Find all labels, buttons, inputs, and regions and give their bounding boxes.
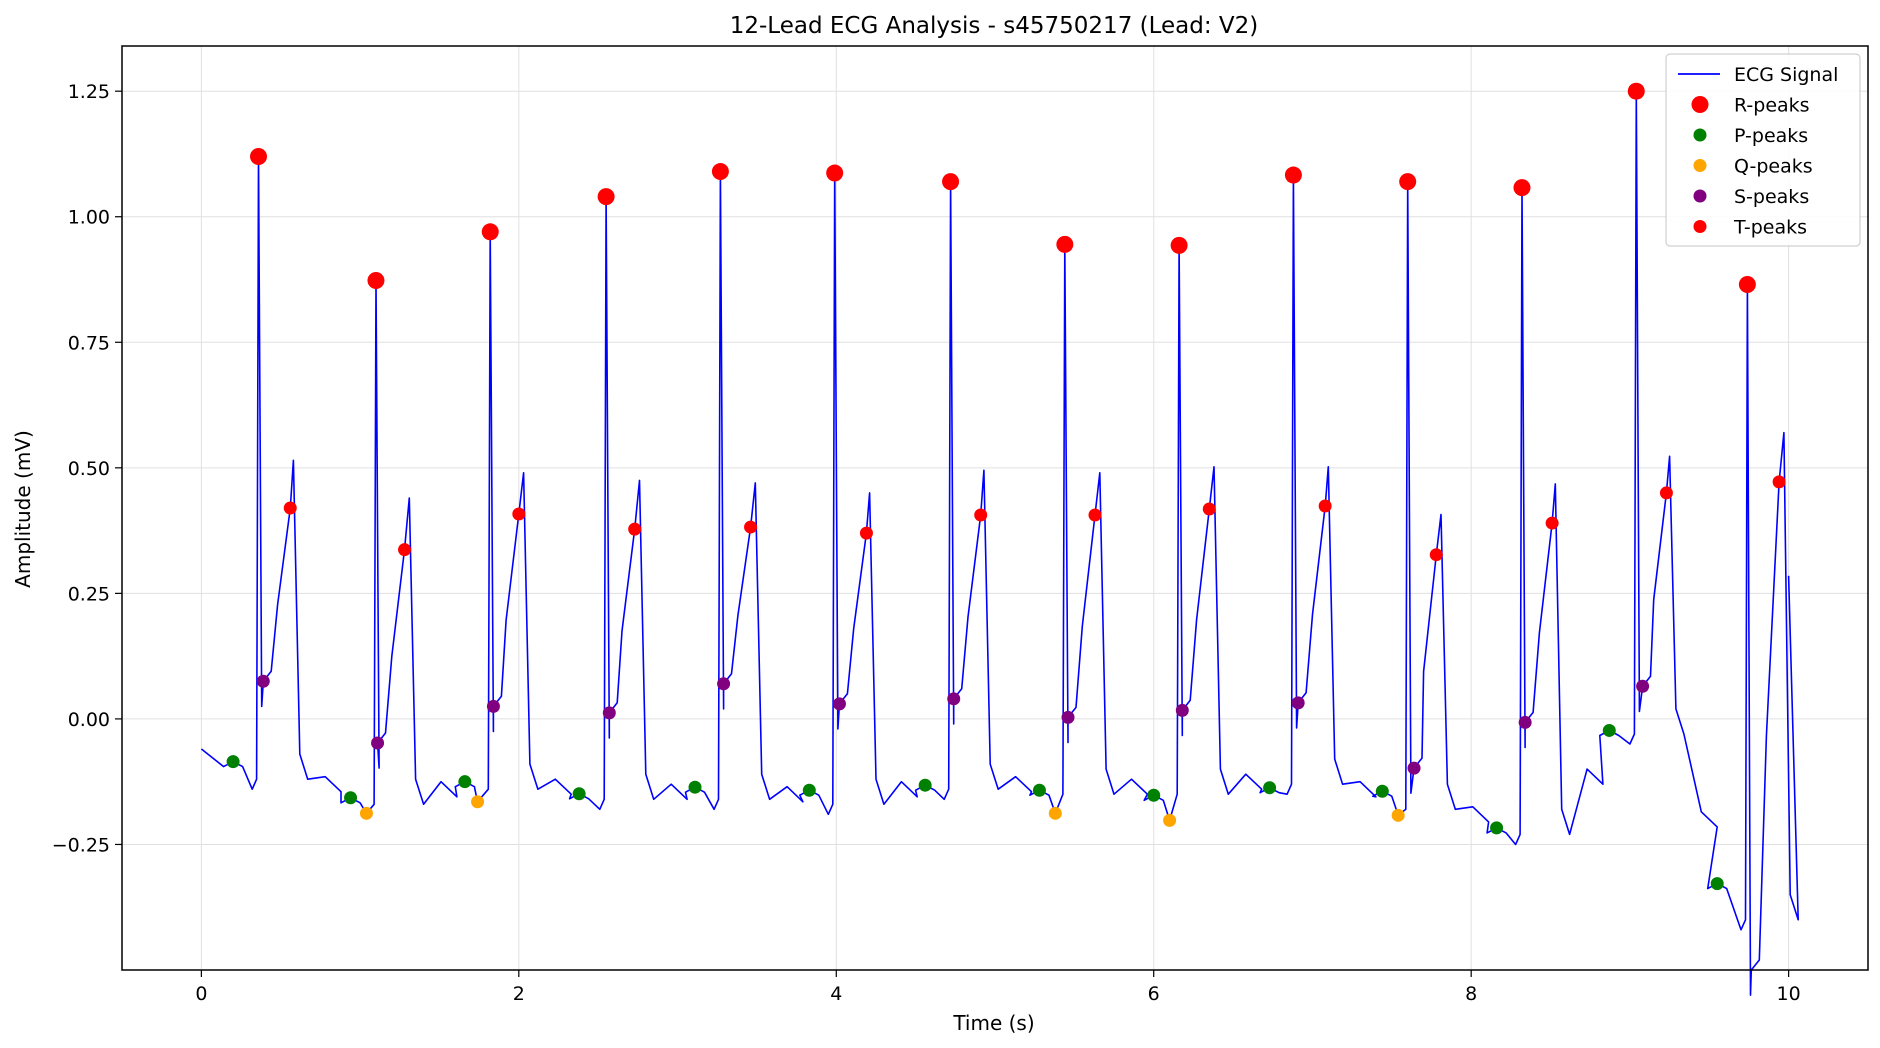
- y-tick-label: −0.25: [52, 834, 110, 856]
- t-peak-marker: [744, 520, 758, 534]
- legend-t-peaks-swatch: [1693, 220, 1707, 233]
- p-peak-marker: [918, 778, 932, 792]
- t-peak-marker: [283, 501, 297, 515]
- legend-p-peaks-swatch: [1693, 128, 1707, 142]
- s-peak-marker: [1175, 703, 1189, 717]
- legend-q-peaks-label: Q-peaks: [1734, 156, 1813, 178]
- y-tick-label: 0.00: [68, 709, 110, 731]
- y-tick-label: 1.25: [68, 81, 110, 103]
- x-tick-label: 0: [195, 983, 207, 1005]
- r-peak-marker: [481, 223, 499, 241]
- x-axis-label: Time (s): [952, 1011, 1034, 1035]
- r-peak-marker: [1513, 179, 1531, 197]
- x-tick-label: 10: [1777, 983, 1801, 1005]
- p-peak-marker: [1375, 784, 1389, 798]
- y-tick-label: 0.25: [68, 583, 110, 605]
- r-peak-marker: [1399, 173, 1417, 191]
- s-peak-marker: [486, 699, 500, 713]
- r-peak-marker: [826, 164, 844, 182]
- ecg-signal-line: [200, 90, 1799, 996]
- s-peak-marker: [1636, 679, 1650, 693]
- legend: ECG Signal R-peaks P-peaks Q-peaks S-peaks T-…: [1665, 53, 1861, 247]
- t-peak-marker: [859, 526, 873, 540]
- r-peak-marker: [1284, 166, 1302, 184]
- legend-p-peaks-label: P-peaks: [1734, 125, 1808, 147]
- s-peak-marker: [832, 697, 846, 711]
- x-tick-label: 8: [1465, 983, 1477, 1005]
- q-peak-marker: [1163, 813, 1177, 827]
- p-peak-marker: [1602, 723, 1616, 737]
- y-axis-ticks: −0.25 0.00 0.25 0.50 0.75 1.00 1.25: [52, 81, 122, 856]
- s-peak-marker: [1061, 710, 1075, 724]
- s-peak-marker: [717, 677, 731, 691]
- p-peak-marker: [1490, 821, 1504, 835]
- x-tick-label: 6: [1148, 983, 1160, 1005]
- legend-t-peaks-label: T-peaks: [1733, 217, 1807, 239]
- p-peak-marker: [226, 755, 240, 769]
- t-peak-marker: [1659, 486, 1673, 500]
- r-peak-marker: [711, 163, 729, 181]
- t-peak-marker: [1772, 475, 1786, 489]
- p-peak-marker: [1032, 783, 1046, 797]
- y-tick-label: 0.75: [68, 332, 110, 354]
- t-peak-marker: [1545, 516, 1559, 530]
- r-peak-marker: [1056, 235, 1074, 253]
- p-peak-marker: [688, 780, 702, 794]
- p-peak-marker: [1147, 788, 1161, 802]
- s-peak-marker: [602, 706, 616, 720]
- p-peak-marker: [344, 791, 358, 805]
- r-peak-marker: [367, 272, 385, 290]
- p-peak-marker: [1263, 781, 1277, 795]
- r-peak-marker: [1627, 82, 1645, 100]
- legend-s-peaks-label: S-peaks: [1734, 186, 1809, 208]
- p-peak-marker: [572, 787, 586, 801]
- r-peak-marker: [942, 173, 960, 191]
- t-peak-marker: [398, 543, 412, 557]
- peak-markers: [226, 82, 1786, 891]
- t-peak-marker: [1429, 548, 1443, 562]
- r-peak-marker: [1738, 276, 1756, 294]
- signal-layer: [200, 90, 1799, 996]
- s-peak-marker: [947, 692, 961, 706]
- y-tick-label: 0.50: [68, 458, 110, 480]
- plot-frame: [121, 45, 1869, 971]
- legend-r-peaks-label: R-peaks: [1734, 95, 1810, 117]
- legend-r-peaks-swatch: [1691, 96, 1709, 113]
- s-peak-marker: [1291, 696, 1305, 710]
- q-peak-marker: [359, 806, 373, 820]
- legend-signal-label: ECG Signal: [1734, 64, 1838, 86]
- q-peak-marker: [471, 795, 485, 809]
- legend-box: [1665, 53, 1861, 247]
- t-peak-marker: [1202, 502, 1216, 516]
- chart-title: 12-Lead ECG Analysis - s45750217 (Lead: …: [730, 13, 1259, 39]
- t-peak-marker: [628, 522, 642, 536]
- legend-s-peaks-swatch: [1693, 189, 1707, 203]
- t-peak-marker: [1088, 508, 1102, 522]
- p-peak-marker: [802, 783, 816, 797]
- s-peak-marker: [1407, 761, 1421, 775]
- s-peak-marker: [256, 674, 270, 688]
- x-tick-label: 2: [513, 983, 525, 1005]
- legend-q-peaks-swatch: [1693, 159, 1707, 172]
- y-axis-label: Amplitude (mV): [11, 430, 35, 588]
- q-peak-marker: [1391, 808, 1405, 822]
- p-peak-marker: [458, 775, 472, 789]
- x-axis-ticks: 0 2 4 6 8 10: [195, 970, 1801, 1005]
- q-peak-marker: [1048, 806, 1062, 820]
- x-tick-label: 4: [830, 983, 842, 1005]
- y-tick-label: 1.00: [68, 207, 110, 229]
- r-peak-marker: [1170, 236, 1188, 254]
- t-peak-marker: [974, 508, 988, 522]
- s-peak-marker: [1518, 715, 1532, 729]
- t-peak-marker: [512, 507, 526, 521]
- r-peak-marker: [597, 188, 615, 206]
- r-peak-marker: [250, 147, 268, 165]
- t-peak-marker: [1318, 499, 1332, 513]
- p-peak-marker: [1710, 877, 1724, 891]
- s-peak-marker: [371, 736, 385, 750]
